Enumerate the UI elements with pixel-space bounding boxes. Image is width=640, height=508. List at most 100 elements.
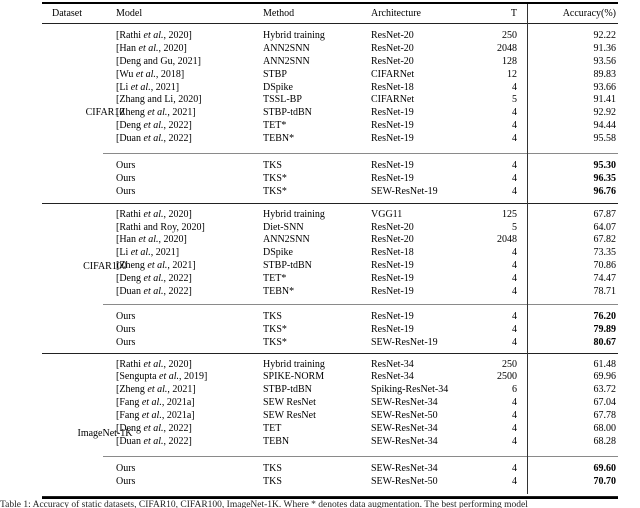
method-cell: Hybrid training: [263, 358, 325, 370]
table-row: [Li et al., 2021] DSpike ResNet-18 4 73.35: [103, 246, 618, 259]
model-cell: [Zheng et al., 2021]: [116, 384, 196, 396]
table-row: [Rathi and Roy, 2020] Diet-SNN ResNet-20 5 6…: [103, 221, 618, 234]
method-cell: Hybrid training: [263, 208, 325, 220]
accuracy-cell: 63.72: [593, 384, 617, 396]
table-row-ours: Ours TKS SEW-ResNet-34 4 69.60: [103, 462, 618, 475]
model-cell: [Zheng et al., 2021]: [116, 107, 196, 119]
timesteps-cell: 4: [512, 260, 517, 272]
model-cell: [Fang et al., 2021a]: [116, 397, 195, 409]
accuracy-cell: 96.35: [593, 172, 617, 184]
table-row: [Fang et al., 2021a] SEW ResNet SEW-ResNet…: [103, 396, 618, 409]
dataset-column-spacer: [42, 204, 103, 353]
timesteps-cell: 5: [512, 221, 517, 233]
architecture-cell: ResNet-19: [371, 133, 414, 145]
method-cell: TSSL-BP: [263, 94, 302, 106]
model-cell: Ours: [116, 323, 136, 335]
timesteps-cell: 6: [512, 384, 517, 396]
accuracy-cell: 61.48: [593, 358, 617, 370]
partial-rule: [103, 455, 618, 457]
table-caption: Table 1: Accuracy of static datasets, CI…: [0, 500, 528, 508]
timesteps-cell: 4: [512, 323, 517, 335]
accuracy-cell: 76.20: [593, 310, 617, 322]
accuracy-cell: 96.76: [593, 185, 617, 197]
model-cell: Ours: [116, 172, 136, 184]
timesteps-cell: 4: [512, 336, 517, 348]
method-cell: Diet-SNN: [263, 221, 304, 233]
table-row: [Deng et al., 2022] TET* ResNet-19 4 74.47: [103, 272, 618, 285]
model-cell: [Sengupta et al., 2019]: [116, 371, 208, 383]
accuracy-cell: 67.04: [593, 397, 617, 409]
accuracy-cell: 70.70: [593, 475, 617, 487]
model-cell: Ours: [116, 310, 136, 322]
method-cell: STBP: [263, 68, 287, 80]
table-row-ours: Ours TKS* ResNet-19 4 79.89: [103, 323, 618, 336]
accuracy-cell: 67.78: [593, 410, 617, 422]
architecture-cell: ResNet-19: [371, 285, 414, 297]
accuracy-cell: 92.22: [593, 29, 617, 41]
method-cell: STBP-tdBN: [263, 260, 312, 272]
architecture-cell: ResNet-18: [371, 247, 414, 259]
accuracy-cell: 93.56: [593, 55, 617, 67]
method-cell: TEBN*: [263, 285, 295, 297]
model-cell: [Han et al., 2020]: [116, 234, 187, 246]
architecture-cell: ResNet-19: [371, 273, 414, 285]
timesteps-cell: 4: [512, 397, 517, 409]
architecture-cell: SEW-ResNet-34: [371, 435, 438, 447]
model-cell: [Deng et al., 2022]: [116, 120, 192, 132]
accuracy-cell: 68.00: [593, 422, 617, 434]
timesteps-cell: 2048: [497, 234, 517, 246]
model-cell: [Deng et al., 2022]: [116, 273, 192, 285]
method-cell: TKS*: [263, 323, 287, 335]
model-cell: [Duan et al., 2022]: [116, 435, 192, 447]
timesteps-cell: 4: [512, 422, 517, 434]
method-cell: STBP-tdBN: [263, 384, 312, 396]
table-row: [Deng et al., 2022] TET SEW-ResNet-34 4 68.0…: [103, 422, 618, 435]
accuracy-cell: 74.47: [593, 273, 617, 285]
architecture-cell: SEW-ResNet-50: [371, 410, 438, 422]
accuracy-cell: 73.35: [593, 247, 617, 259]
results-table: Dataset Model Method Architecture T Accu…: [42, 2, 618, 499]
architecture-cell: CIFARNet: [371, 68, 415, 80]
table-row: [Li et al., 2021] DSpike ResNet-18 4 93.66: [103, 81, 618, 94]
architecture-cell: ResNet-19: [371, 310, 414, 322]
imagenet-ours-rows: Ours TKS SEW-ResNet-34 4 69.60 Ours TKS SEW-Re…: [103, 457, 618, 496]
accuracy-cell: 91.41: [593, 94, 617, 106]
table-row: [Deng and Gu, 2021] ANN2SNN ResNet-20 128 93…: [103, 55, 618, 68]
accuracy-cell: 92.92: [593, 107, 617, 119]
table-row: [Duan et al., 2022] TEBN SEW-ResNet-34 4 68.…: [103, 435, 618, 448]
method-cell: TKS: [263, 310, 282, 322]
model-cell: [Rathi et al., 2020]: [116, 208, 192, 220]
timesteps-cell: 4: [512, 273, 517, 285]
timesteps-cell: 4: [512, 410, 517, 422]
timesteps-cell: 128: [502, 55, 517, 67]
method-cell: TKS: [263, 475, 282, 487]
architecture-cell: SEW-ResNet-34: [371, 397, 438, 409]
timesteps-cell: 250: [502, 29, 517, 41]
table-row: [Rathi et al., 2020] Hybrid training ResNe…: [103, 29, 618, 42]
model-cell: Ours: [116, 185, 136, 197]
accuracy-cell: 68.28: [593, 435, 617, 447]
timesteps-cell: 125: [502, 208, 517, 220]
timesteps-cell: 4: [512, 247, 517, 259]
method-cell: SEW ResNet: [263, 397, 316, 409]
cifar100-rows: [Rathi et al., 2020] Hybrid training VGG11…: [103, 204, 618, 298]
table-row: [Zhang and Li, 2020] TSSL-BP CIFARNet 5 91.4…: [103, 93, 618, 106]
method-cell: TEBN*: [263, 133, 295, 145]
method-cell: SEW ResNet: [263, 410, 316, 422]
method-cell: ANN2SNN: [263, 234, 310, 246]
timesteps-cell: 4: [512, 120, 517, 132]
architecture-cell: ResNet-19: [371, 120, 414, 132]
table-row-ours: Ours TKS ResNet-19 4 76.20: [103, 310, 618, 323]
method-cell: Hybrid training: [263, 29, 325, 41]
table-row-ours: Ours TKS* SEW-ResNet-19 4 96.76: [103, 185, 618, 198]
model-cell: [Deng et al., 2022]: [116, 422, 192, 434]
table-row: [Zheng et al., 2021] STBP-tdBN ResNet-19 4 7…: [103, 259, 618, 272]
header-rule: [42, 23, 618, 24]
architecture-cell: ResNet-20: [371, 234, 414, 246]
table-row: [Duan et al., 2022] TEBN* ResNet-19 4 78.71: [103, 285, 618, 298]
timesteps-cell: 4: [512, 435, 517, 447]
table-row: [Wu et al., 2018] STBP CIFARNet 12 89.83: [103, 68, 618, 81]
accuracy-cell: 95.30: [593, 159, 617, 171]
timesteps-cell: 5: [512, 94, 517, 106]
model-cell: [Zhang and Li, 2020]: [116, 94, 202, 106]
